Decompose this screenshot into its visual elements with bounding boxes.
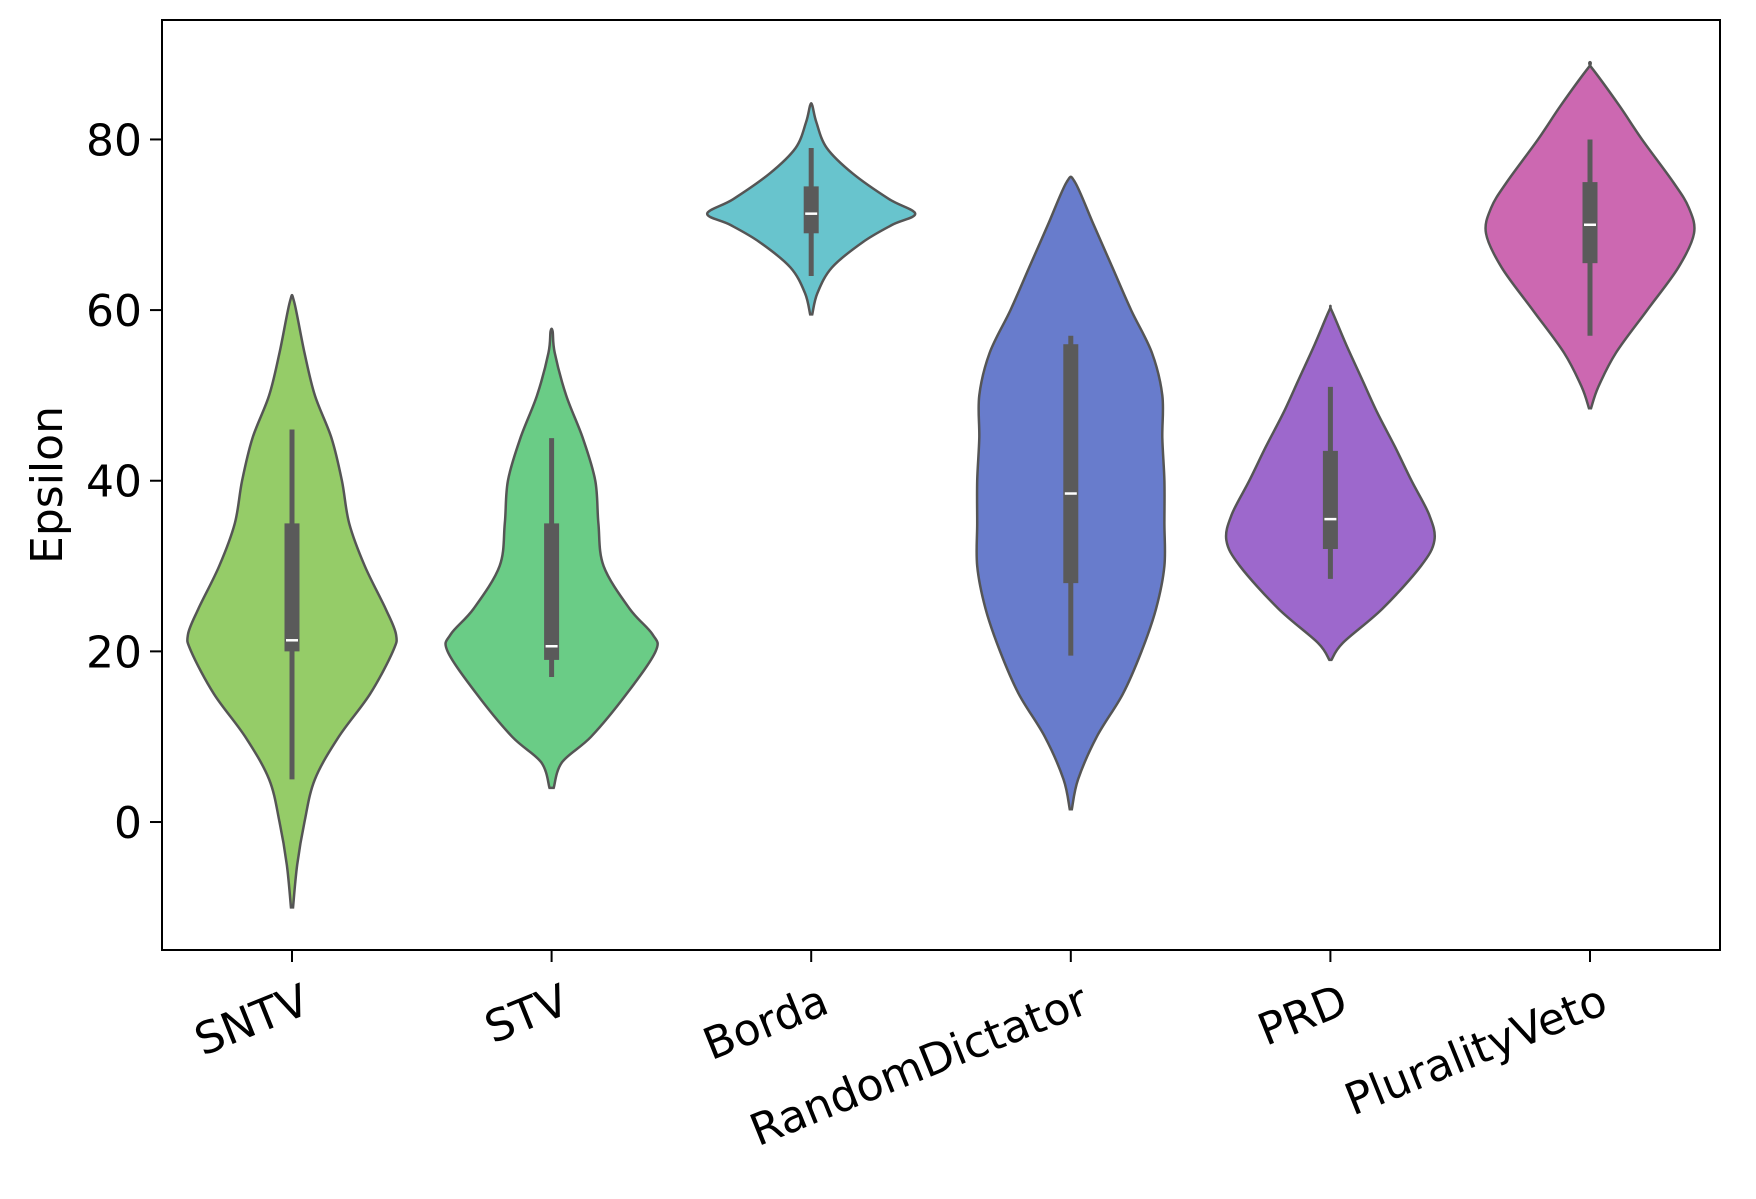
- x-tick-label: SNTV: [188, 975, 316, 1066]
- plot-frame: [161, 19, 1721, 951]
- violin-STV: [444, 327, 659, 790]
- violin-RandomDictator: [975, 175, 1167, 811]
- violin-SNTV: [186, 293, 398, 909]
- y-tick-label: 0: [114, 798, 142, 849]
- violins-layer: [186, 60, 1696, 909]
- x-tick-label: PluralityVeto: [1338, 975, 1614, 1126]
- x-tick-label: STV: [478, 975, 576, 1054]
- violin-iqr-box: [284, 523, 300, 652]
- x-tick-label: PRD: [1251, 975, 1354, 1056]
- violin-PRD: [1224, 304, 1436, 662]
- violin-PluralityVeto: [1484, 60, 1696, 410]
- violin-iqr-box: [803, 186, 819, 234]
- y-axis-title: Epsilon: [22, 406, 73, 564]
- y-axis: 0 20 40 60 80: [86, 115, 162, 849]
- violin-Borda: [705, 101, 917, 316]
- y-tick-label: 60: [86, 286, 142, 337]
- x-tick-label: Borda: [696, 975, 835, 1071]
- y-tick-label: 40: [86, 457, 142, 508]
- y-tick-label: 20: [86, 627, 142, 678]
- violin-iqr-box: [1322, 450, 1338, 549]
- violin-iqr-box: [1582, 182, 1598, 264]
- violin-iqr-box: [544, 523, 560, 660]
- y-tick-label: 80: [86, 115, 142, 166]
- violin-iqr-box: [1063, 344, 1079, 584]
